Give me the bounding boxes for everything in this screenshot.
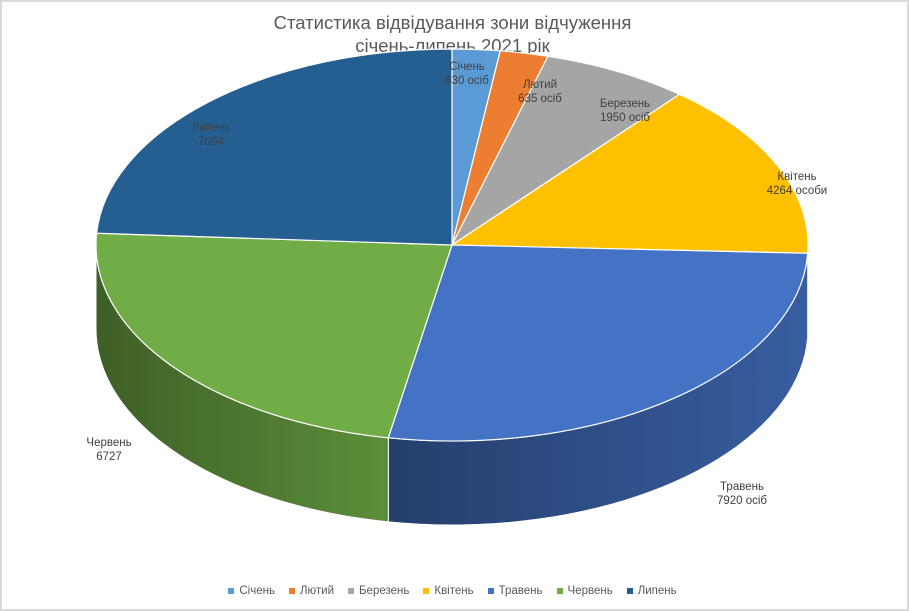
slice-4-Травень	[387, 244, 809, 442]
legend-item-Травень: Травень	[487, 585, 543, 597]
legend-swatch	[556, 588, 563, 594]
legend-label: Липень	[637, 585, 677, 597]
data-label-Березень: Березень 1950 осіб	[600, 98, 651, 124]
data-label-Липень: Липень 7004	[192, 122, 231, 148]
slice-2-Березень	[450, 55, 681, 247]
legend-item-Лютий: Лютий	[288, 585, 334, 597]
slice-6-Липень	[95, 48, 453, 246]
legend-swatch	[348, 588, 354, 594]
data-label-Травень: Травень 7920 осіб	[717, 481, 767, 507]
legend-item-Липень: Липень	[626, 585, 677, 597]
data-label-Червень: Червень 6727	[86, 437, 131, 463]
legend-item-Січень: Січень	[228, 585, 275, 597]
legend-swatch	[487, 588, 494, 594]
legend-swatch	[228, 588, 235, 594]
legend-item-Червень: Червень	[556, 585, 613, 597]
legend-item-Березень: Березень	[348, 585, 409, 597]
legend-swatch	[423, 588, 430, 594]
chart-title: Статистика відвідування зони відчуження	[273, 12, 632, 33]
legend-label: Лютий	[299, 585, 334, 597]
data-label-Січень: Січень 630 осіб	[445, 61, 489, 87]
legend-label: Березень	[359, 585, 410, 597]
legend-label: Травень	[498, 585, 543, 597]
chart-legend: Січень Лютий Березень Квітень Травень Червень…	[0, 585, 905, 597]
legend-item-Квітень: Квітень	[423, 585, 474, 597]
data-label-Лютий: Лютий 635 осіб	[518, 79, 562, 105]
legend-label: Квітень	[434, 585, 474, 597]
data-label-Квітень: Квітень 4264 особи	[767, 171, 827, 197]
legend-swatch	[626, 588, 633, 594]
legend-label: Січень	[239, 585, 275, 597]
legend-swatch	[288, 588, 295, 594]
slice-5-Червень	[95, 232, 453, 439]
slice-3-Квітень	[450, 93, 809, 254]
legend-label: Червень	[567, 585, 613, 597]
